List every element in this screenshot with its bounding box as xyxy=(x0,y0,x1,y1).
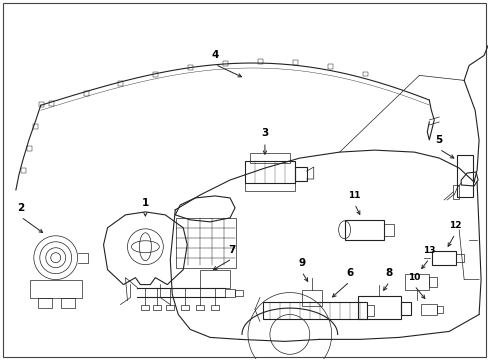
Bar xyxy=(83,91,88,96)
Bar xyxy=(263,302,366,319)
Bar xyxy=(118,81,123,86)
Bar xyxy=(344,220,384,240)
Bar xyxy=(181,305,189,310)
Bar xyxy=(362,72,367,76)
Bar xyxy=(153,72,158,77)
Bar xyxy=(188,65,193,70)
Bar xyxy=(33,124,38,129)
Text: 9: 9 xyxy=(298,258,305,268)
Bar xyxy=(292,60,297,65)
Text: 8: 8 xyxy=(385,267,392,278)
Bar xyxy=(401,302,410,315)
Bar xyxy=(258,59,263,64)
Bar xyxy=(176,218,236,268)
Bar xyxy=(166,305,174,310)
Bar xyxy=(211,305,219,310)
Bar xyxy=(456,155,472,197)
Bar xyxy=(327,64,332,69)
Bar xyxy=(49,101,54,106)
Text: 1: 1 xyxy=(142,198,149,208)
Bar xyxy=(384,224,394,236)
Bar xyxy=(244,161,294,183)
Bar xyxy=(301,289,321,306)
Bar xyxy=(153,305,161,310)
Bar xyxy=(431,251,455,265)
Text: 3: 3 xyxy=(261,128,268,138)
Bar xyxy=(39,102,44,107)
Text: 6: 6 xyxy=(346,267,352,278)
Bar xyxy=(223,61,227,66)
Bar xyxy=(27,146,32,151)
Text: 4: 4 xyxy=(211,50,218,60)
Bar xyxy=(224,289,235,297)
Bar xyxy=(61,298,75,307)
Bar xyxy=(249,153,289,163)
Bar xyxy=(405,274,428,289)
Bar xyxy=(455,254,463,262)
Bar xyxy=(428,276,436,287)
Text: 2: 2 xyxy=(17,203,24,213)
Bar xyxy=(38,298,52,307)
Bar xyxy=(235,289,243,296)
Bar xyxy=(452,185,458,199)
Bar xyxy=(366,305,374,316)
Bar xyxy=(30,280,81,298)
Bar xyxy=(244,183,294,191)
Text: 12: 12 xyxy=(448,221,461,230)
Bar xyxy=(200,270,229,288)
Bar xyxy=(436,306,442,314)
Text: 7: 7 xyxy=(228,245,235,255)
Bar xyxy=(421,303,436,315)
Text: 11: 11 xyxy=(347,191,360,200)
Bar xyxy=(196,305,203,310)
Bar xyxy=(21,168,26,173)
Text: 13: 13 xyxy=(422,246,435,255)
Bar xyxy=(294,167,306,181)
Text: 10: 10 xyxy=(407,273,420,282)
Bar xyxy=(141,305,149,310)
Text: 5: 5 xyxy=(435,135,442,145)
Bar xyxy=(357,296,401,319)
